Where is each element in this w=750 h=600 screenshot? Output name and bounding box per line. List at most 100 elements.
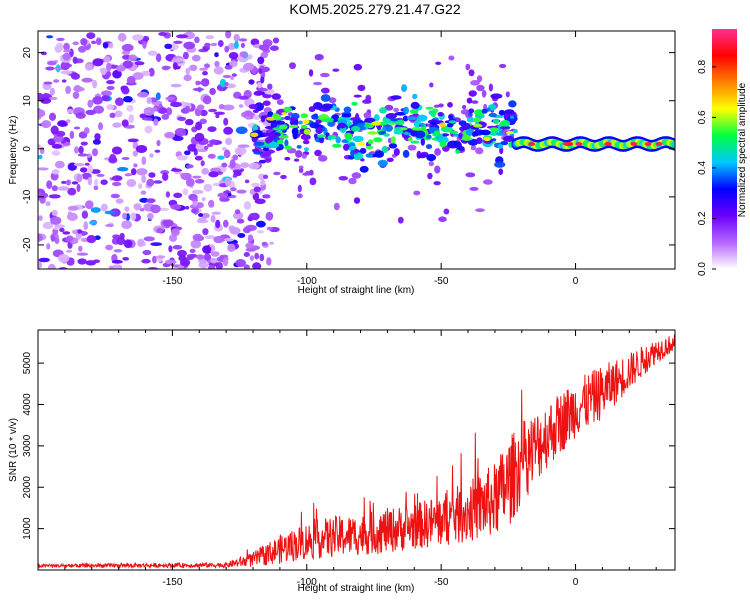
spectrogram-cell bbox=[238, 104, 244, 108]
spectrogram-cell bbox=[144, 125, 153, 134]
spectrogram-cell bbox=[466, 97, 473, 104]
spectrogram-cell bbox=[75, 112, 86, 119]
spectrogram-cell bbox=[275, 120, 286, 125]
spectrogram-cell bbox=[121, 87, 130, 95]
spectrogram-cell bbox=[121, 157, 130, 160]
spectrogram-cell bbox=[173, 192, 183, 198]
spectrogram-cell bbox=[42, 221, 54, 230]
spectrogram-cell bbox=[50, 234, 56, 242]
spectrogram-cell bbox=[170, 168, 183, 172]
spectrogram-cell bbox=[201, 197, 206, 202]
spectrogram-cell bbox=[202, 228, 209, 236]
spectrogram-cell bbox=[141, 117, 153, 121]
spectrogram-cell bbox=[465, 128, 474, 136]
spectrogram-cell bbox=[92, 259, 101, 264]
spectrogram-cell bbox=[528, 142, 536, 146]
spectrogram-cell bbox=[244, 110, 253, 117]
spectrogram-cell bbox=[298, 167, 304, 173]
spectrogram-cell bbox=[147, 212, 154, 220]
spectrogram-cell bbox=[265, 136, 273, 144]
snr-ytick-label: 3000 bbox=[22, 434, 33, 457]
spectrogram-cell bbox=[263, 194, 271, 199]
spectrogram-cell bbox=[401, 84, 408, 92]
spectrogram-cell bbox=[142, 40, 147, 49]
spectrogram-cell bbox=[437, 136, 449, 144]
spectrogram-cell bbox=[92, 148, 98, 157]
spectrogram-cell bbox=[223, 190, 232, 194]
spectrogram-cell bbox=[280, 174, 287, 180]
spectrogram-cell bbox=[272, 37, 280, 44]
spectrogram-cell bbox=[318, 114, 329, 120]
spectrogram-cell bbox=[367, 131, 378, 135]
spectrogram-cell bbox=[191, 208, 197, 214]
spectrogram-cell bbox=[289, 62, 296, 70]
spectrogram-cell bbox=[362, 99, 372, 104]
spectrogram-cell bbox=[304, 147, 309, 152]
spectrogram-cell bbox=[51, 185, 58, 192]
spectrogram-cell bbox=[309, 169, 314, 176]
spectrogram-cell bbox=[248, 162, 260, 170]
spectrogram-cell bbox=[390, 95, 402, 100]
spectrogram-cell bbox=[95, 37, 102, 46]
spectrogram-cell bbox=[185, 118, 194, 126]
spectrogram-cell bbox=[184, 105, 190, 114]
spectrogram-xlabel: Height of straight line (km) bbox=[298, 285, 415, 296]
spectrogram-cell bbox=[69, 130, 75, 140]
spectrogram-cell bbox=[38, 155, 43, 159]
spectrogram-cell bbox=[74, 146, 79, 154]
spectrogram-cell bbox=[51, 150, 61, 156]
spectrogram-cell bbox=[509, 115, 515, 119]
spectrogram-cell bbox=[123, 239, 133, 249]
spectrogram-cell bbox=[417, 154, 427, 159]
spectrogram-cell bbox=[473, 123, 483, 128]
spectrogram-cell bbox=[191, 54, 201, 62]
spectrogram-cell bbox=[225, 137, 233, 146]
colorbar-tick-label: 0.2 bbox=[697, 211, 708, 225]
spectrogram-cell bbox=[300, 113, 309, 119]
spectrogram-cell bbox=[295, 150, 303, 158]
spectrogram-cell bbox=[202, 71, 208, 76]
spectrogram-cell bbox=[429, 82, 434, 88]
spectrogram-ytick-label: -10 bbox=[22, 189, 33, 204]
spectrogram-cell bbox=[109, 112, 116, 119]
spectrogram-cell bbox=[358, 126, 366, 131]
spectrogram-cell bbox=[186, 164, 194, 169]
spectrogram-cell bbox=[117, 32, 127, 42]
spectrogram-cell bbox=[343, 106, 352, 114]
spectrogram-cell bbox=[146, 178, 155, 187]
spectrogram-cell bbox=[52, 169, 60, 175]
spectrogram-cell bbox=[87, 165, 94, 174]
spectrogram-cell bbox=[87, 176, 93, 186]
spectrogram-cell bbox=[198, 81, 208, 85]
spectrogram-cell bbox=[209, 139, 218, 145]
spectrogram-cell bbox=[298, 120, 303, 125]
spectrogram-cell bbox=[379, 107, 388, 114]
spectrogram-cell bbox=[112, 122, 122, 128]
spectrogram-cell bbox=[38, 257, 50, 263]
spectrogram-cell bbox=[438, 216, 447, 222]
spectrogram-cell bbox=[245, 224, 257, 232]
snr-ytick-label: 5000 bbox=[22, 352, 33, 375]
spectrogram-cell bbox=[156, 140, 161, 147]
spectrogram-cell bbox=[63, 42, 70, 51]
spectrogram-cell bbox=[204, 63, 210, 69]
spectrogram-cell bbox=[72, 41, 79, 46]
spectrogram-cell bbox=[357, 84, 366, 92]
spectrogram-cell bbox=[222, 257, 229, 267]
spectrogram-cell bbox=[494, 161, 506, 168]
spectrogram-ytick-label: 20 bbox=[22, 47, 33, 59]
spectrogram-cell bbox=[316, 126, 322, 135]
spectrogram-cell bbox=[426, 134, 432, 139]
spectrogram-cell bbox=[359, 165, 369, 173]
spectrogram-cell bbox=[93, 105, 105, 114]
spectrogram-cell bbox=[302, 139, 310, 145]
spectrogram-cell bbox=[258, 87, 268, 92]
spectrogram-cell bbox=[353, 94, 362, 98]
spectrogram-cell bbox=[231, 73, 237, 77]
spectrogram-cell bbox=[240, 42, 245, 49]
spectrogram-cell bbox=[219, 196, 227, 202]
spectrogram-cell bbox=[259, 253, 265, 262]
spectrogram-cell bbox=[250, 38, 260, 46]
